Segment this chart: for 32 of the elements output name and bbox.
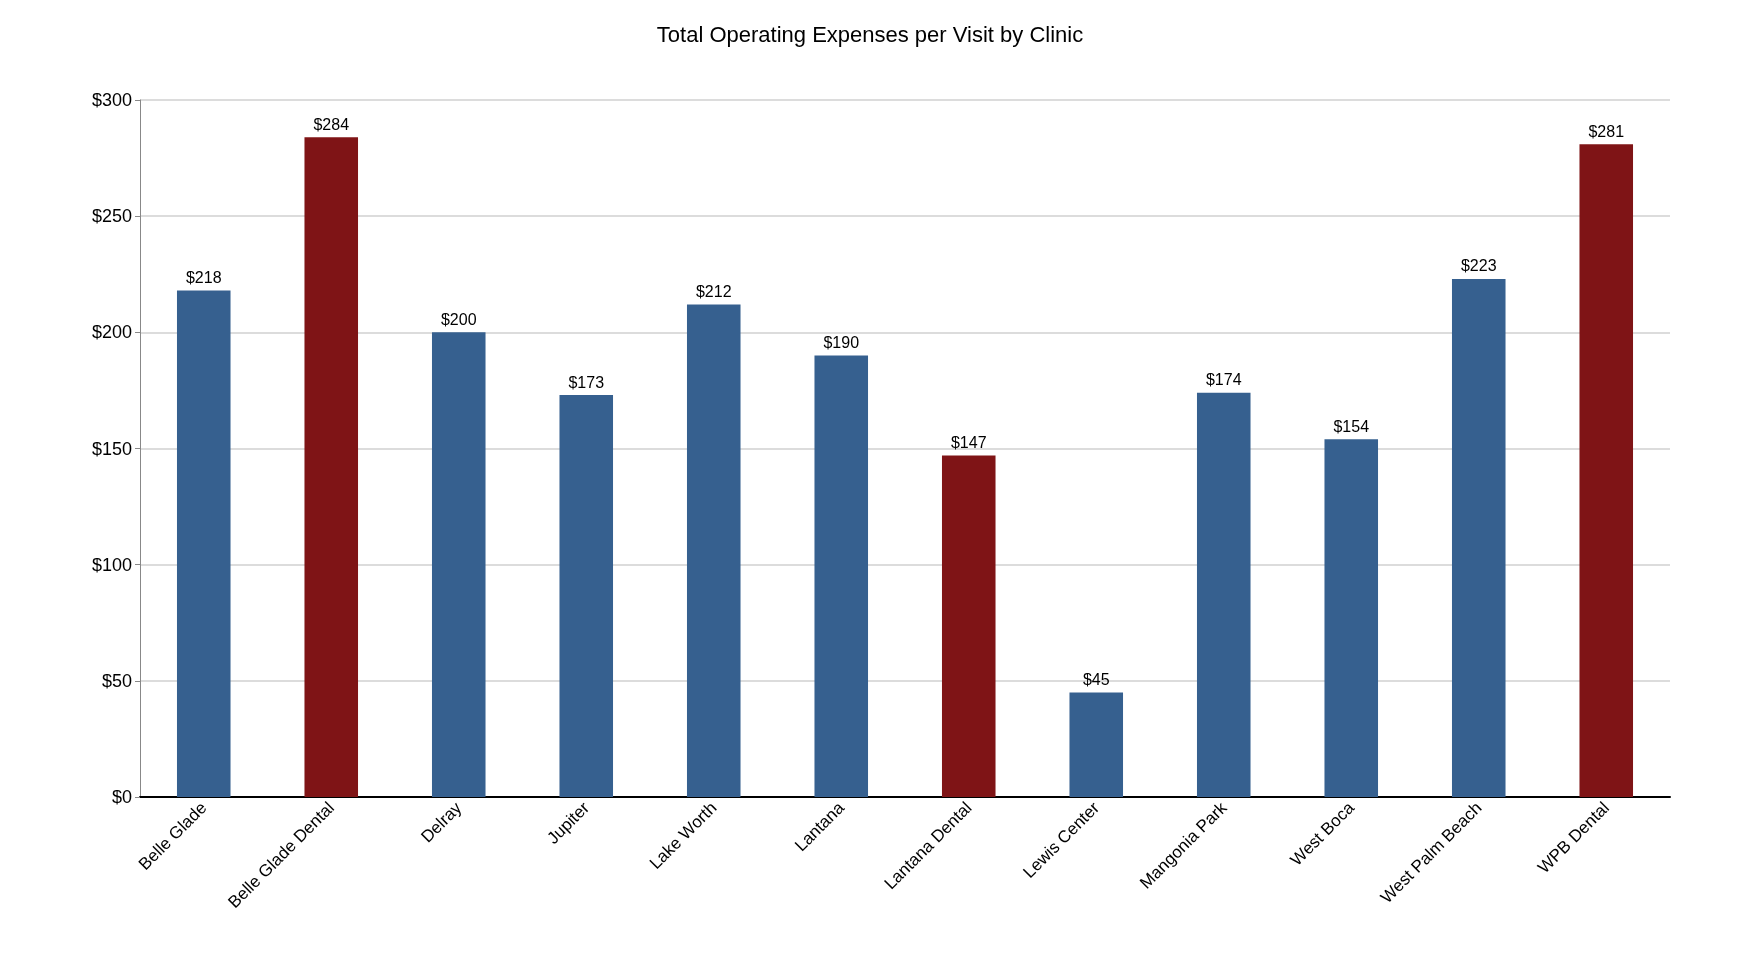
data-label: $218 [185,269,222,287]
bar [431,332,486,797]
data-label: $154 [1333,417,1370,435]
y-tick-label: $200 [91,322,132,343]
bar [686,304,741,797]
bar [176,290,231,797]
y-tick-label: $0 [111,787,132,807]
y-tick-label: $300 [91,90,132,110]
bar [559,395,614,797]
bar [941,455,996,797]
bar [1451,278,1506,797]
y-tick-label: $100 [91,554,132,575]
bar [1579,144,1634,797]
y-tick-label: $250 [91,206,132,227]
bar [1069,692,1124,797]
bar [1324,439,1379,797]
chart-title: Total Operating Expenses per Visit by Clinic [656,21,1084,47]
bar [1196,392,1251,797]
data-label: $147 [950,433,987,451]
data-label: $223 [1460,257,1497,275]
data-label: $173 [568,373,605,391]
data-label: $45 [1082,670,1110,688]
y-tick-label: $50 [101,670,132,691]
data-label: $212 [695,282,732,300]
data-label: $174 [1205,371,1242,389]
bar [304,137,359,797]
data-label: $200 [440,310,477,328]
data-label: $281 [1588,122,1625,140]
y-tick-label: $150 [91,438,132,459]
bar [814,355,869,797]
data-label: $190 [823,334,860,352]
data-label: $284 [313,115,350,133]
